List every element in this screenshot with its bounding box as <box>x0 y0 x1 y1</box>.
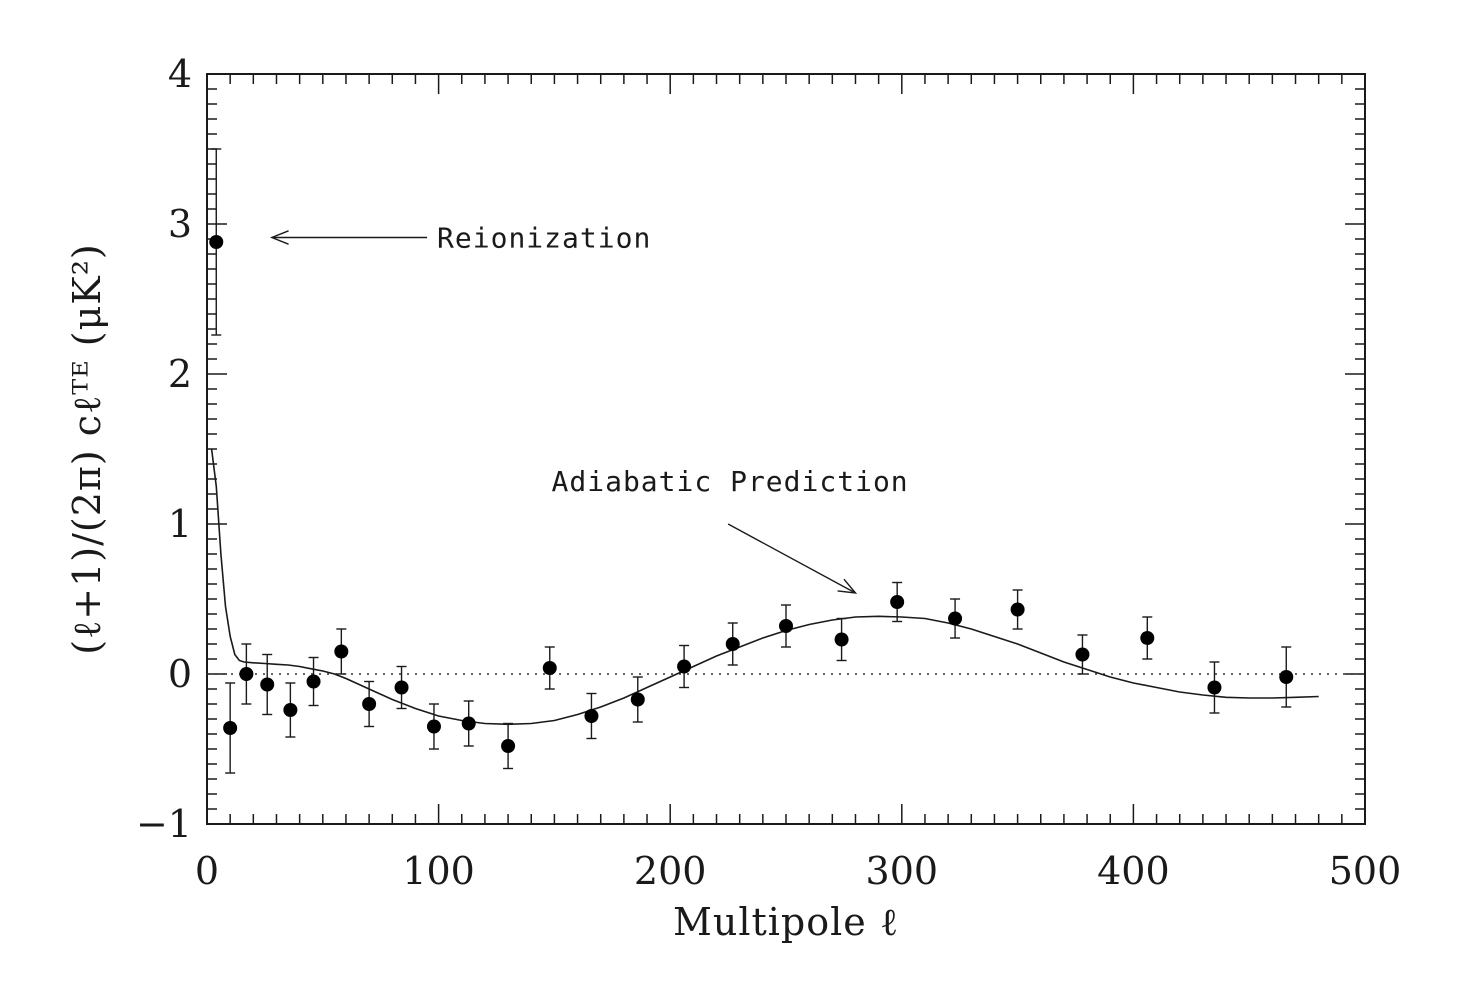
data-point-marker <box>948 611 963 626</box>
plot-frame <box>206 73 1366 825</box>
y-tick-label: −1 <box>136 802 192 846</box>
x-tick-label: 0 <box>195 849 219 893</box>
data-point <box>501 722 516 770</box>
y-tick-label: 2 <box>168 352 192 396</box>
data-point <box>834 617 849 662</box>
data-point <box>948 598 963 639</box>
data-point-marker <box>542 661 557 675</box>
data-point-marker <box>461 716 476 731</box>
data-point-marker <box>1279 670 1294 684</box>
data-point <box>209 148 224 336</box>
data-point-marker <box>1075 647 1090 662</box>
data-point <box>223 682 238 774</box>
y-tick-label: 4 <box>168 52 192 96</box>
data-point <box>283 682 298 738</box>
x-tick-label: 300 <box>866 849 939 893</box>
data-point-marker <box>362 697 377 711</box>
annotation-label: Reionization <box>437 222 651 255</box>
data-point <box>1010 589 1025 630</box>
data-point <box>890 581 905 623</box>
data-point <box>334 628 349 675</box>
data-point-marker <box>630 692 645 707</box>
data-point-marker <box>223 721 238 735</box>
data-point <box>461 700 476 747</box>
x-tick-label: 200 <box>634 849 707 893</box>
data-point <box>1279 646 1294 708</box>
data-points <box>209 148 1294 774</box>
data-point-marker <box>426 719 441 734</box>
data-point-marker <box>283 703 298 717</box>
data-point <box>1207 661 1222 714</box>
annotation-arrowhead <box>269 230 289 245</box>
y-tick-label: 3 <box>168 202 192 246</box>
annotation-label: Adiabatic Prediction <box>552 465 909 498</box>
data-point-marker <box>394 680 409 695</box>
x-tick-label: 500 <box>1329 849 1402 893</box>
data-point <box>394 665 409 710</box>
data-point-marker <box>1207 680 1222 695</box>
data-point-marker <box>501 739 516 753</box>
data-point-marker <box>834 632 849 647</box>
data-point-marker <box>1140 631 1155 645</box>
data-point <box>239 643 254 705</box>
data-point <box>677 644 692 689</box>
axis-ticks <box>206 73 1366 825</box>
data-point <box>542 646 557 690</box>
data-point <box>1140 616 1155 660</box>
data-point-marker <box>779 619 793 633</box>
x-tick-label: 100 <box>402 849 475 893</box>
x-tick-label: 400 <box>1097 849 1170 893</box>
adiabatic-prediction-curve <box>210 448 1319 726</box>
data-point <box>362 680 377 728</box>
data-point <box>426 703 441 750</box>
data-point-marker <box>209 235 224 249</box>
data-point-marker <box>239 667 254 681</box>
data-point <box>1075 634 1090 675</box>
data-point <box>779 604 793 648</box>
data-point-marker <box>725 637 740 651</box>
y-tick-label: 1 <box>168 502 192 546</box>
data-point-marker <box>677 659 692 674</box>
annotation-arrowhead <box>837 578 858 594</box>
y-tick-label: 0 <box>168 652 192 696</box>
data-point-marker <box>890 595 905 609</box>
data-point-marker <box>334 644 349 659</box>
data-point <box>306 656 321 707</box>
data-point-marker <box>1010 602 1025 617</box>
annotation-arrow <box>727 523 856 594</box>
data-point-marker <box>306 674 321 689</box>
data-point-marker <box>260 677 275 692</box>
data-point <box>630 676 645 723</box>
x-axis-label: Multipole ℓ <box>673 900 899 944</box>
data-point-marker <box>584 709 599 723</box>
data-point <box>260 653 275 716</box>
data-point <box>725 622 740 666</box>
data-point <box>584 692 599 740</box>
y-axis-label: (ℓ+1)/(2π) cℓᵀᴱ (μK²) <box>65 243 109 655</box>
annotations: Reionization Adiabatic Prediction <box>269 222 909 594</box>
